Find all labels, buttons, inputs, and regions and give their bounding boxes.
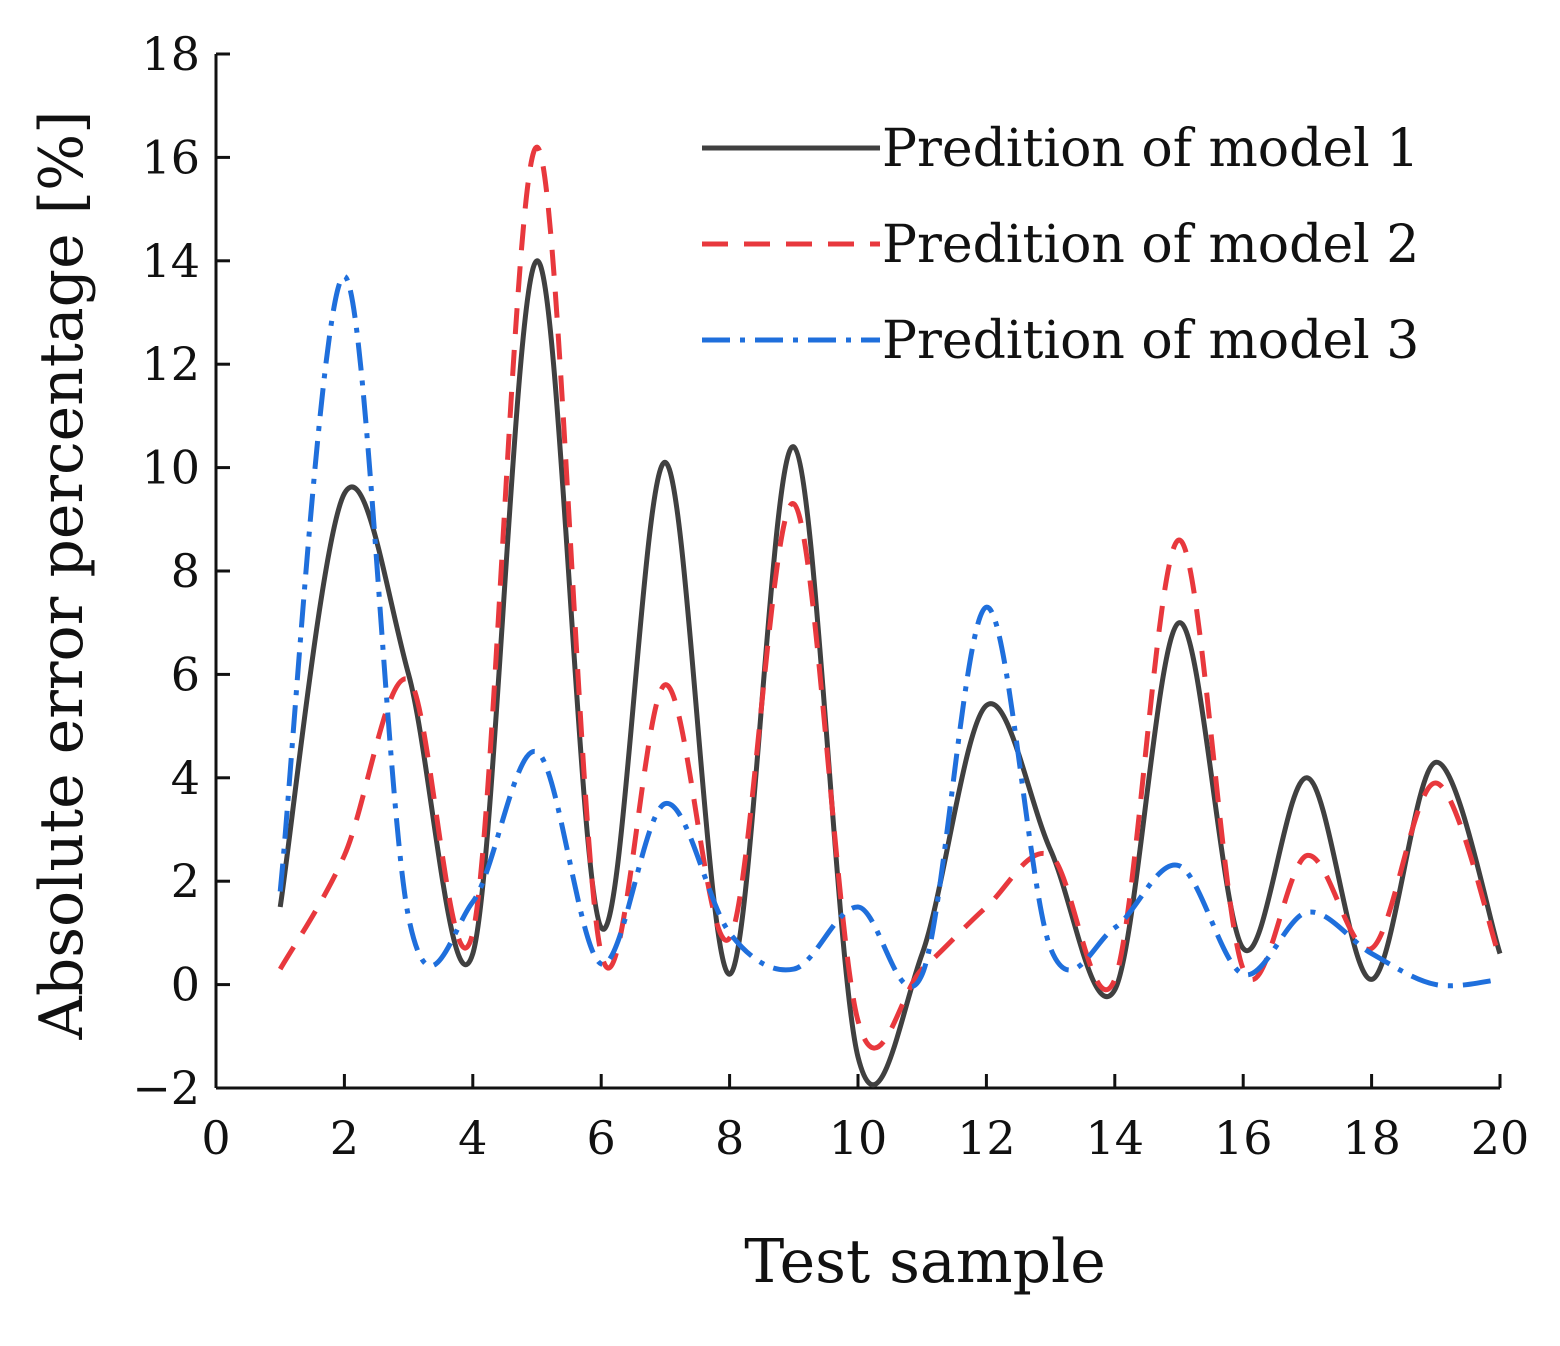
- x-tick-label: 16: [1214, 1111, 1273, 1165]
- y-tick-label: 4: [171, 751, 200, 805]
- y-tick-label: 12: [141, 337, 200, 391]
- y-axis-title: Absolute error percentage [%]: [27, 111, 97, 1041]
- x-tick-label: 8: [715, 1111, 744, 1165]
- legend-label-model-2: Predition of model 2: [882, 215, 1419, 275]
- y-tick-label: 8: [171, 544, 200, 598]
- x-axis-title: Test sample: [744, 1227, 1105, 1297]
- x-tick-label: 12: [957, 1111, 1016, 1165]
- legend-label-model-1: Predition of model 1: [882, 119, 1419, 179]
- y-tick-label: 2: [171, 854, 200, 908]
- x-tick-label: 18: [1342, 1111, 1401, 1165]
- series-line-model-1: [277, 258, 1503, 1088]
- y-tick-label: 6: [171, 647, 200, 701]
- legend-label-model-3: Predition of model 3: [882, 311, 1419, 371]
- series-line-model-2: [278, 144, 1503, 1051]
- y-tick-label: −2: [132, 1061, 200, 1115]
- series-lines: [277, 144, 1503, 1088]
- axes: [214, 54, 1500, 1090]
- y-tick-label: 10: [141, 441, 200, 495]
- y-tick-label: 0: [171, 958, 200, 1012]
- series-line-model-3: [277, 273, 1501, 989]
- x-tick-label: 14: [1086, 1111, 1145, 1165]
- y-tick-label: 16: [141, 130, 200, 184]
- legend: Predition of model 1 Predition of model 2…: [702, 119, 1419, 371]
- y-tick-label: 18: [141, 27, 200, 81]
- x-tick-label: 2: [330, 1111, 359, 1165]
- x-tick-label: 10: [829, 1111, 888, 1165]
- x-tick-label: 20: [1471, 1111, 1530, 1165]
- x-tick-label: 0: [201, 1111, 230, 1165]
- x-tick-label: 4: [458, 1111, 487, 1165]
- x-tick-label: 6: [587, 1111, 616, 1165]
- y-tick-label: 14: [141, 234, 200, 288]
